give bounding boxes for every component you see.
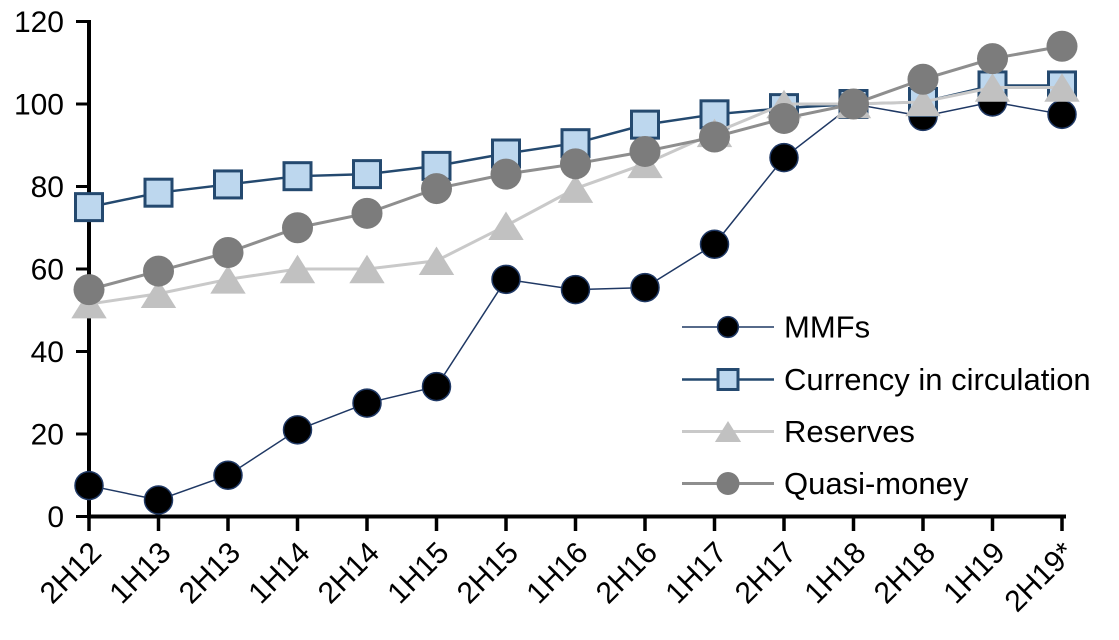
marker-reserves-2H13 <box>210 265 246 294</box>
x-tick-label: 1H19 <box>937 536 1011 610</box>
x-tick-label: 2H13 <box>173 536 247 610</box>
legend-item-reserves: Reserves <box>682 414 915 449</box>
marker-quasi-money-2H19* <box>1046 30 1078 62</box>
y-tick-label: 0 <box>47 501 64 534</box>
x-tick-label: 2H19* <box>999 536 1082 619</box>
marker-reserves-1H14 <box>279 254 316 284</box>
marker-mmfs-2H15 <box>491 264 521 295</box>
x-tick-label: 1H15 <box>381 536 455 610</box>
marker-quasi-money-2H13 <box>212 237 244 268</box>
x-tick-label: 2H16 <box>590 536 664 610</box>
marker-mmfs-2H12 <box>74 470 104 501</box>
marker-reserves-2H15 <box>488 211 524 240</box>
x-tick-label: 2H18 <box>868 536 942 610</box>
marker-mmfs-2H19* <box>1047 99 1077 130</box>
marker-quasi-money-2H12 <box>73 274 105 306</box>
marker-quasi-money-1H17 <box>699 121 730 153</box>
marker-quasi-money-1H15 <box>421 173 452 205</box>
legend-label-reserves: Reserves <box>784 414 915 449</box>
y-tick-label: 40 <box>31 336 64 369</box>
marker-mmfs-1H14 <box>282 415 313 445</box>
legend-item-mmfs: MMFs <box>682 310 870 345</box>
y-tick-label: 120 <box>14 6 64 39</box>
marker-quasi-money-2H18 <box>907 63 939 95</box>
marker-currency-in-circulation-1H13 <box>143 177 174 208</box>
legend-label-quasi-money: Quasi-money <box>784 466 969 501</box>
marker-mmfs-2H14 <box>352 388 382 418</box>
marker-reserves-1H19 <box>974 73 1011 102</box>
marker-currency-in-circulation-2H14 <box>352 159 382 190</box>
x-tick-label: 1H16 <box>520 536 594 610</box>
legend-marker-mmfs <box>716 315 740 339</box>
marker-reserves-1H13 <box>140 279 177 308</box>
series-quasi-money <box>73 30 1078 306</box>
y-tick-label: 60 <box>31 254 64 287</box>
x-tick-label: 2H12 <box>34 536 108 610</box>
x-tick-label: 1H17 <box>659 536 733 610</box>
marker-quasi-money-2H16 <box>629 135 661 167</box>
marker-reserves-1H16 <box>557 174 594 203</box>
x-tick-label: 2H15 <box>451 536 525 610</box>
marker-currency-in-circulation-2H16 <box>630 109 660 140</box>
marker-mmfs-1H17 <box>699 229 730 259</box>
legend-item-currency-in-circulation: Currency in circulation <box>682 362 1091 397</box>
x-tick-label: 2H14 <box>312 536 386 610</box>
marker-quasi-money-1H18 <box>838 88 869 120</box>
marker-mmfs-2H16 <box>630 272 660 303</box>
marker-mmfs-2H13 <box>213 460 243 490</box>
marker-reserves-2H19* <box>1044 73 1080 102</box>
marker-quasi-money-1H19 <box>977 43 1008 75</box>
marker-quasi-money-2H15 <box>490 158 522 190</box>
y-tick-label: 80 <box>31 171 64 204</box>
marker-quasi-money-2H17 <box>768 102 800 134</box>
marker-currency-in-circulation-2H13 <box>213 169 243 200</box>
marker-currency-in-circulation-1H14 <box>282 161 313 192</box>
marker-quasi-money-1H16 <box>560 148 591 180</box>
marker-mmfs-1H16 <box>560 274 591 305</box>
legend-marker-reserves <box>714 420 742 443</box>
marker-mmfs-1H13 <box>143 485 174 515</box>
x-tick-label: 2H17 <box>729 536 803 610</box>
legend: MMFs Currency in circulation Reserves Quasi… <box>682 310 1091 501</box>
marker-quasi-money-1H14 <box>282 212 313 244</box>
legend-item-quasi-money: Quasi-money <box>682 466 969 501</box>
legend-label-currency-in-circulation: Currency in circulation <box>784 362 1091 397</box>
y-tick-label: 100 <box>14 89 64 122</box>
marker-reserves-1H15 <box>418 246 455 275</box>
x-tick-label: 1H18 <box>798 536 872 610</box>
legend-label-mmfs: MMFs <box>784 310 870 345</box>
marker-mmfs-2H17 <box>769 142 799 173</box>
marker-currency-in-circulation-2H12 <box>74 192 104 223</box>
marker-reserves-2H14 <box>349 254 385 284</box>
y-tick-label: 20 <box>31 419 64 452</box>
legend-marker-currency-in-circulation <box>716 368 740 391</box>
marker-quasi-money-1H13 <box>143 255 174 287</box>
x-tick-label: 1H14 <box>242 536 316 610</box>
marker-quasi-money-2H14 <box>351 197 383 229</box>
marker-reserves-2H18 <box>905 87 941 117</box>
marker-mmfs-1H15 <box>421 371 452 402</box>
legend-marker-quasi-money <box>716 472 740 495</box>
x-tick-label: 1H13 <box>103 536 177 610</box>
